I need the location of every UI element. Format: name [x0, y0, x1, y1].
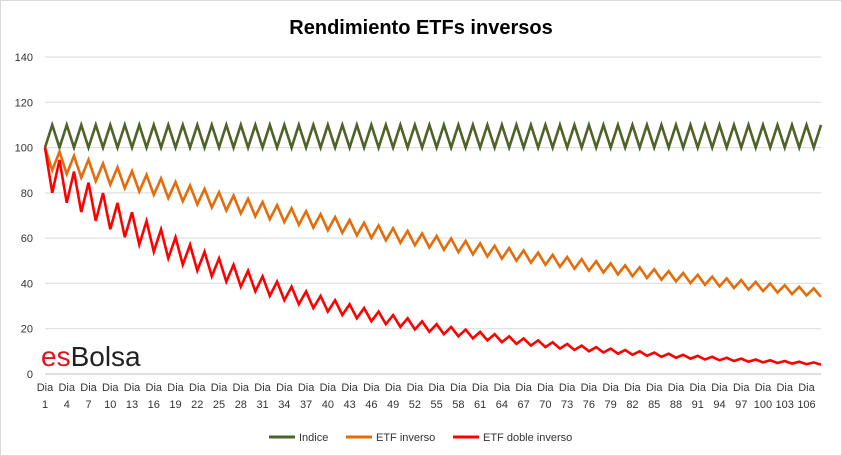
y-tick-label: 140	[15, 52, 33, 64]
x-tick-prefix: Dia	[146, 382, 163, 394]
x-tick-label: 25	[213, 399, 225, 411]
x-tick-prefix: Dia	[276, 382, 293, 394]
y-tick-label: 0	[27, 369, 33, 381]
x-tick-label: 16	[148, 399, 160, 411]
x-tick-prefix: Dia	[363, 382, 380, 394]
y-tick-label: 80	[21, 188, 33, 200]
x-tick-label: 58	[452, 399, 464, 411]
x-tick-prefix: Dia	[37, 382, 54, 394]
x-tick-prefix: Dia	[102, 382, 119, 394]
y-tick-label: 120	[15, 97, 33, 109]
x-tick-label: 7	[85, 399, 91, 411]
x-axis: Dia 1 Dia 4 Dia 7 Dia 10 Dia 13 Dia 16 Dia 19 Dia 22 Dia…	[37, 382, 816, 411]
x-tick-label: 19	[169, 399, 181, 411]
x-tick-prefix: Dia	[167, 382, 184, 394]
x-tick-prefix: Dia	[559, 382, 576, 394]
x-tick-prefix: Dia	[385, 382, 402, 394]
x-tick-label: 82	[626, 399, 638, 411]
x-tick-label: 10	[104, 399, 116, 411]
x-tick-label: 28	[235, 399, 247, 411]
logo-prefix: es	[41, 341, 71, 372]
x-tick-prefix: Dia	[711, 382, 728, 394]
x-tick-prefix: Dia	[602, 382, 619, 394]
x-tick-label: 4	[64, 399, 70, 411]
x-tick-prefix: Dia	[428, 382, 445, 394]
x-tick-label: 22	[191, 399, 203, 411]
x-tick-label: 49	[387, 399, 399, 411]
x-tick-prefix: Dia	[733, 382, 750, 394]
x-tick-label: 73	[561, 399, 573, 411]
x-tick-label: 106	[797, 399, 815, 411]
x-tick-prefix: Dia	[124, 382, 141, 394]
x-tick-label: 70	[539, 399, 551, 411]
x-tick-prefix: Dia	[298, 382, 315, 394]
legend: Indice ETF inverso ETF doble inverso	[269, 432, 572, 444]
x-tick-label: 85	[648, 399, 660, 411]
x-tick-label: 40	[322, 399, 334, 411]
x-tick-label: 34	[278, 399, 290, 411]
logo-suffix: Bolsa	[70, 341, 141, 372]
x-tick-prefix: Dia	[80, 382, 97, 394]
x-tick-label: 55	[431, 399, 443, 411]
x-tick-prefix: Dia	[341, 382, 358, 394]
x-tick-prefix: Dia	[211, 382, 228, 394]
legend-label: ETF inverso	[376, 432, 435, 444]
x-tick-label: 88	[670, 399, 682, 411]
x-tick-label: 64	[496, 399, 508, 411]
x-tick-label: 94	[713, 399, 725, 411]
x-tick-label: 13	[126, 399, 138, 411]
x-tick-label: 100	[754, 399, 772, 411]
x-tick-prefix: Dia	[755, 382, 772, 394]
x-tick-prefix: Dia	[689, 382, 706, 394]
x-tick-prefix: Dia	[494, 382, 511, 394]
y-tick-label: 20	[21, 324, 33, 336]
x-tick-prefix: Dia	[537, 382, 554, 394]
x-tick-prefix: Dia	[450, 382, 467, 394]
x-tick-label: 79	[605, 399, 617, 411]
x-tick-prefix: Dia	[58, 382, 75, 394]
x-tick-label: 76	[583, 399, 595, 411]
series-line-etf-doble-inverso	[43, 147, 822, 366]
series-line-indice	[43, 120, 823, 152]
x-tick-label: 46	[365, 399, 377, 411]
y-tick-label: 40	[21, 278, 33, 290]
x-tick-label: 61	[474, 399, 486, 411]
legend-label: ETF doble inverso	[483, 432, 572, 444]
x-tick-label: 52	[409, 399, 421, 411]
x-tick-prefix: Dia	[624, 382, 641, 394]
x-tick-label: 1	[42, 399, 48, 411]
x-tick-label: 31	[256, 399, 268, 411]
x-tick-prefix: Dia	[581, 382, 598, 394]
x-tick-label: 103	[776, 399, 794, 411]
series-line-etf-inverso	[43, 147, 822, 298]
y-axis: 0 20 40 60 80 100 120 140	[15, 52, 33, 381]
x-tick-prefix: Dia	[254, 382, 271, 394]
y-tick-label: 100	[15, 143, 33, 155]
x-tick-prefix: Dia	[646, 382, 663, 394]
chart-title: Rendimiento ETFs inversos	[289, 17, 552, 39]
x-tick-prefix: Dia	[233, 382, 250, 394]
x-tick-label: 67	[518, 399, 530, 411]
legend-label: Indice	[299, 432, 328, 444]
y-tick-label: 60	[21, 233, 33, 245]
x-tick-label: 91	[692, 399, 704, 411]
x-tick-label: 43	[343, 399, 355, 411]
x-tick-prefix: Dia	[189, 382, 206, 394]
x-tick-prefix: Dia	[320, 382, 337, 394]
x-tick-prefix: Dia	[776, 382, 793, 394]
x-tick-label: 97	[735, 399, 747, 411]
esbolsa-logo: esBolsa	[41, 341, 141, 373]
x-tick-prefix: Dia	[668, 382, 685, 394]
x-tick-prefix: Dia	[515, 382, 532, 394]
x-tick-label: 37	[300, 399, 312, 411]
x-tick-prefix: Dia	[407, 382, 424, 394]
x-tick-prefix: Dia	[798, 382, 815, 394]
x-tick-prefix: Dia	[472, 382, 489, 394]
series-lines	[43, 120, 823, 366]
